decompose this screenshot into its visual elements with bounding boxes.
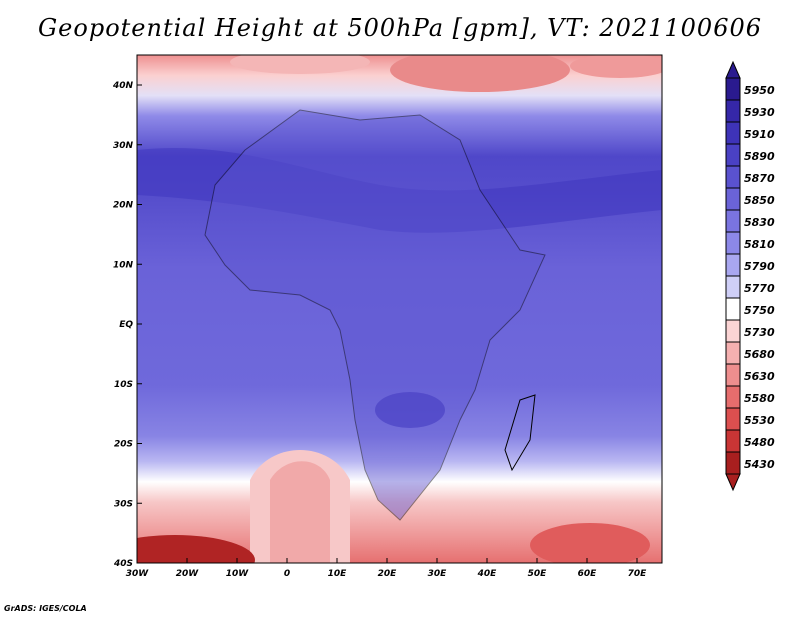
colorbar-label: 5950 bbox=[744, 84, 775, 97]
colorbar-swatch bbox=[725, 407, 741, 431]
colorbar-label: 5930 bbox=[744, 106, 775, 119]
lon-label: 10W bbox=[226, 569, 250, 579]
colorbar-label: 5770 bbox=[744, 282, 775, 295]
colorbar-label: 5790 bbox=[744, 260, 775, 273]
colorbar-label: 5830 bbox=[744, 216, 775, 229]
chart-title: Geopotential Height at 500hPa [gpm], VT:… bbox=[38, 14, 762, 42]
lon-label: 20E bbox=[378, 569, 398, 579]
colorbar-arrow-top bbox=[725, 60, 741, 79]
colorbar-swatch bbox=[725, 297, 741, 321]
colorbar-swatch bbox=[725, 363, 741, 387]
lat-label: EQ bbox=[119, 320, 133, 330]
colorbar-swatch bbox=[725, 209, 741, 233]
colorbar-label: 5580 bbox=[744, 392, 775, 405]
credit-text: GrADS: IGES/COLA bbox=[4, 604, 87, 613]
longitude-labels: 30W 20W 10W 0 10E 20E 30E 40E 50E 60E 70E bbox=[126, 558, 647, 579]
colorbar-swatch bbox=[725, 275, 741, 299]
lon-label: 0 bbox=[284, 569, 290, 579]
colorbar-swatch bbox=[725, 231, 741, 255]
lat-label: 10S bbox=[114, 380, 133, 390]
colorbar-label: 5850 bbox=[744, 194, 775, 207]
latitude-labels: 40N 30N 20N 10N EQ 10S 20S 30S 40S bbox=[112, 81, 142, 569]
colorbar-swatch bbox=[725, 385, 741, 409]
lat-label: 10N bbox=[113, 260, 134, 270]
lon-label: 40E bbox=[477, 569, 498, 579]
lat-label: 40N bbox=[112, 81, 134, 91]
colorbar-label: 5810 bbox=[744, 238, 775, 251]
colorbar-swatch bbox=[725, 99, 741, 123]
lat-label: 40S bbox=[113, 559, 133, 569]
colorbar-swatch bbox=[725, 341, 741, 365]
lon-label: 20W bbox=[176, 569, 200, 579]
colorbar-swatch bbox=[725, 451, 741, 475]
colorbar-swatch bbox=[725, 429, 741, 453]
colorbar-label: 5890 bbox=[744, 150, 775, 163]
colorbar-label: 5630 bbox=[744, 370, 775, 383]
colorbar-label: 5430 bbox=[744, 458, 775, 471]
lon-label: 30E bbox=[428, 569, 448, 579]
colorbar-swatch bbox=[725, 187, 741, 211]
colorbar-swatch bbox=[725, 253, 741, 277]
colorbar: 5950 5930 5910 5890 5870 5850 5830 5810 5790 5770… bbox=[725, 60, 775, 492]
colorbar-arrow-bottom bbox=[725, 473, 741, 492]
colorbar-label: 5730 bbox=[744, 326, 775, 339]
lat-label: 20S bbox=[114, 440, 133, 450]
lat-label: 30N bbox=[113, 141, 134, 151]
colorbar-swatch bbox=[725, 319, 741, 343]
colorbar-label: 5870 bbox=[744, 172, 775, 185]
lon-label: 50E bbox=[528, 569, 548, 579]
lon-label: 10E bbox=[328, 569, 348, 579]
colorbar-swatch bbox=[725, 77, 741, 101]
lon-label: 70E bbox=[628, 569, 648, 579]
colorbar-label: 5530 bbox=[744, 414, 775, 427]
lon-label: 60E bbox=[578, 569, 598, 579]
lat-label: 30S bbox=[114, 499, 133, 509]
colorbar-swatch bbox=[725, 165, 741, 189]
colorbar-swatch bbox=[725, 143, 741, 167]
colorbar-label: 5750 bbox=[744, 304, 775, 317]
colorbar-swatch bbox=[725, 121, 741, 145]
colorbar-label: 5910 bbox=[744, 128, 775, 141]
height-field bbox=[137, 55, 662, 563]
lon-label: 30W bbox=[126, 569, 150, 579]
colorbar-label: 5480 bbox=[744, 436, 775, 449]
map-frame bbox=[136, 54, 663, 564]
lat-label: 20N bbox=[113, 201, 134, 211]
colorbar-label: 5680 bbox=[744, 348, 775, 361]
